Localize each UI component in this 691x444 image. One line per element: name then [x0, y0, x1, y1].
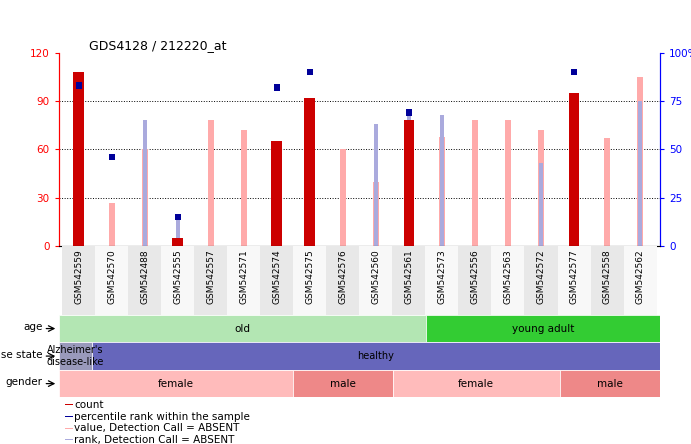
- Bar: [59, 370, 292, 397]
- Bar: [439, 137, 445, 246]
- Bar: [274, 84, 280, 91]
- Bar: [404, 120, 414, 246]
- Bar: [538, 130, 544, 246]
- Bar: [505, 120, 511, 246]
- Bar: [59, 315, 426, 342]
- Text: GSM542561: GSM542561: [404, 250, 413, 304]
- Bar: [305, 98, 315, 246]
- Text: GSM542577: GSM542577: [569, 250, 578, 304]
- Bar: [176, 217, 180, 246]
- Text: GSM542559: GSM542559: [74, 250, 83, 304]
- Bar: [194, 246, 227, 315]
- Bar: [560, 370, 660, 397]
- Bar: [340, 150, 346, 246]
- Bar: [62, 246, 95, 315]
- Bar: [623, 246, 656, 315]
- Text: gender: gender: [6, 377, 42, 387]
- Bar: [65, 404, 73, 405]
- Text: female: female: [458, 379, 494, 388]
- Bar: [108, 154, 115, 160]
- Bar: [373, 182, 379, 246]
- Text: GSM542556: GSM542556: [471, 250, 480, 304]
- Bar: [108, 202, 115, 246]
- Bar: [392, 246, 426, 315]
- Bar: [539, 163, 543, 246]
- Bar: [440, 115, 444, 246]
- Bar: [374, 124, 378, 246]
- Bar: [293, 246, 326, 315]
- Bar: [240, 130, 247, 246]
- Text: age: age: [23, 322, 42, 332]
- Text: male: male: [597, 379, 623, 388]
- Bar: [227, 246, 261, 315]
- Text: GSM542563: GSM542563: [504, 250, 513, 304]
- Bar: [307, 69, 313, 75]
- Bar: [75, 83, 82, 89]
- Text: GSM542557: GSM542557: [206, 250, 215, 304]
- Bar: [142, 120, 146, 246]
- Bar: [458, 246, 491, 315]
- Text: GSM542562: GSM542562: [636, 250, 645, 304]
- Text: GSM542570: GSM542570: [107, 250, 116, 304]
- Text: female: female: [158, 379, 193, 388]
- Bar: [142, 150, 148, 246]
- Bar: [326, 246, 359, 315]
- Text: GSM542572: GSM542572: [536, 250, 545, 304]
- Text: GSM542576: GSM542576: [339, 250, 348, 304]
- Bar: [426, 315, 660, 342]
- Bar: [472, 120, 478, 246]
- Text: GSM542575: GSM542575: [305, 250, 314, 304]
- Bar: [161, 246, 194, 315]
- Text: old: old: [234, 324, 250, 333]
- Text: young adult: young adult: [512, 324, 574, 333]
- Text: healthy: healthy: [357, 351, 395, 361]
- Bar: [571, 69, 577, 75]
- Text: count: count: [74, 400, 104, 410]
- Bar: [73, 72, 84, 246]
- Bar: [406, 110, 412, 116]
- Text: disease state: disease state: [0, 350, 42, 360]
- Bar: [426, 246, 458, 315]
- Bar: [175, 238, 180, 246]
- Text: male: male: [330, 379, 356, 388]
- Bar: [591, 246, 623, 315]
- Bar: [65, 428, 73, 429]
- Text: Alzheimer's
disease-like: Alzheimer's disease-like: [47, 345, 104, 367]
- Bar: [392, 370, 560, 397]
- Text: GSM542488: GSM542488: [140, 250, 149, 304]
- Text: GDS4128 / 212220_at: GDS4128 / 212220_at: [88, 39, 226, 52]
- Bar: [65, 416, 73, 417]
- Text: percentile rank within the sample: percentile rank within the sample: [74, 412, 250, 422]
- Text: GSM542574: GSM542574: [272, 250, 281, 304]
- Text: GSM542571: GSM542571: [239, 250, 248, 304]
- Bar: [637, 77, 643, 246]
- Bar: [604, 138, 610, 246]
- Bar: [359, 246, 392, 315]
- Bar: [638, 101, 642, 246]
- Text: value, Detection Call = ABSENT: value, Detection Call = ABSENT: [74, 423, 239, 433]
- Text: rank, Detection Call = ABSENT: rank, Detection Call = ABSENT: [74, 435, 234, 444]
- Text: GSM542560: GSM542560: [371, 250, 380, 304]
- Bar: [272, 141, 282, 246]
- Text: GSM542555: GSM542555: [173, 250, 182, 304]
- Bar: [261, 246, 293, 315]
- Text: GSM542558: GSM542558: [603, 250, 612, 304]
- Bar: [128, 246, 161, 315]
- Bar: [59, 342, 92, 370]
- Bar: [407, 115, 411, 246]
- Bar: [208, 120, 214, 246]
- Text: GSM542573: GSM542573: [437, 250, 446, 304]
- Bar: [95, 246, 128, 315]
- Bar: [558, 246, 591, 315]
- Bar: [491, 246, 524, 315]
- Bar: [175, 214, 180, 220]
- Bar: [172, 238, 183, 246]
- Bar: [569, 93, 579, 246]
- Bar: [292, 370, 392, 397]
- Bar: [524, 246, 558, 315]
